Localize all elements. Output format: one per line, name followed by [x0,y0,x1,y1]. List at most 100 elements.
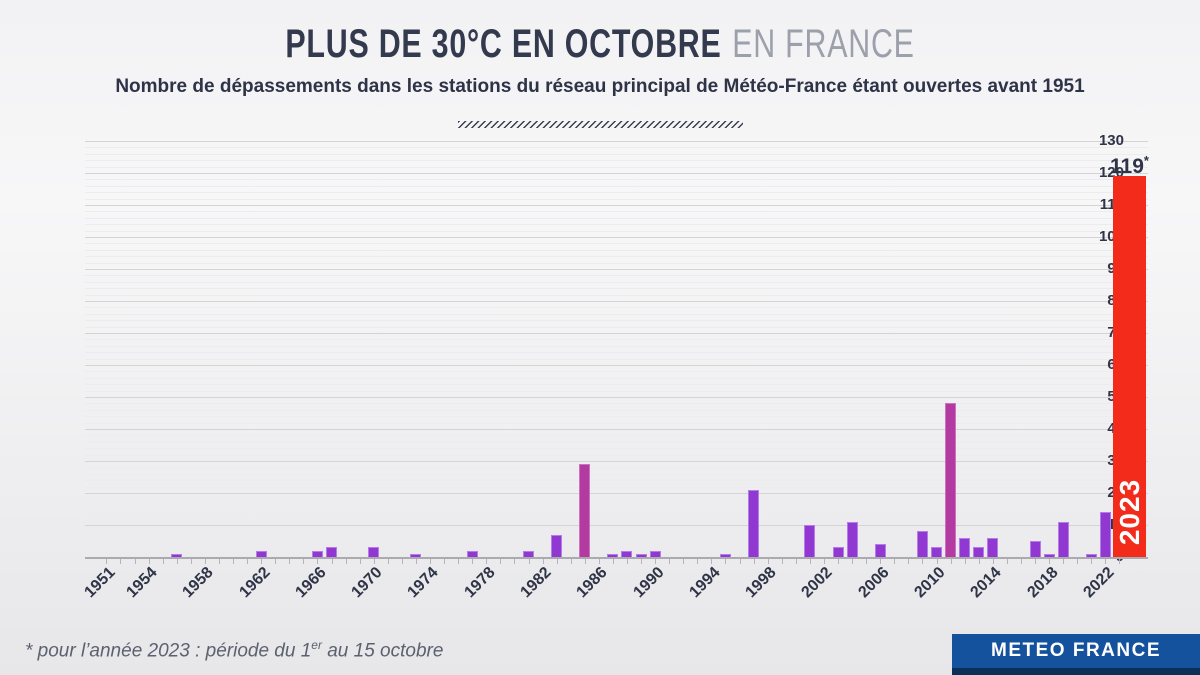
x-axis-label: 2022 [1080,564,1118,602]
grid-line-minor [85,211,1148,213]
x-axis-tick [458,559,460,564]
x-axis-tick [134,559,136,564]
grid-line-minor [85,160,1148,162]
x-axis-tick [655,559,657,564]
x-axis-label: 2018 [1023,564,1062,602]
grid-line-minor [85,179,1148,181]
x-axis-label: 1951 [81,564,119,602]
grid-line-minor [85,243,1148,245]
x-axis-label: 1966 [292,564,330,602]
bar-2011 [945,403,957,557]
grid-line-major [85,333,1148,334]
grid-line-minor [85,262,1148,264]
x-axis-tick [218,559,220,564]
grid-line-minor [85,422,1148,424]
x-axis-tick [992,559,994,564]
x-axis-tick [838,559,840,564]
grid-line-major [85,365,1148,366]
x-axis-tick [176,559,178,564]
x-axis-tick [486,559,488,564]
x-axis-tick [331,559,333,564]
bar-2018 [1043,553,1055,557]
grid-line-minor [85,390,1148,392]
x-axis-tick [303,559,305,564]
grid-line-major [85,173,1148,174]
grid-line-minor [85,281,1148,283]
grid-line-minor [85,230,1148,232]
bar-1966 [311,550,323,557]
x-axis-tick [894,559,896,564]
bar-2010 [931,547,943,557]
grid-line-minor [85,345,1148,347]
grid-line-minor [85,307,1148,309]
bar-1967 [326,547,338,557]
x-axis-tick [739,559,741,564]
x-axis-tick [261,559,263,564]
grid-line-minor [85,224,1148,226]
bar-2013 [973,547,985,557]
y-axis-label: 130 [1098,132,1124,149]
bar-2012 [959,537,971,557]
x-axis-tick [415,559,417,564]
x-axis-label: 1978 [461,564,499,602]
grid-line-minor [85,256,1148,258]
grid-line-minor [85,467,1148,469]
x-axis-label: 1998 [742,564,780,602]
x-axis-tick [697,559,699,564]
x-axis-tick [809,559,811,564]
x-axis-tick [584,559,586,564]
meteo-france-logo: METEO FRANCE [952,634,1200,668]
grid-line-major [85,429,1148,430]
decorative-hatch-ribbon [458,121,743,128]
x-axis-tick [908,559,910,564]
grid-line-major [85,205,1148,206]
title-main: PLUS DE 30°C EN OCTOBRE [285,22,722,66]
x-axis-label: 2002 [798,564,837,602]
bar-1983 [551,534,563,557]
grid-line-major [85,493,1148,494]
meteo-france-logo-text: METEO FRANCE [991,640,1161,661]
grid-line-minor [85,441,1148,443]
grid-line-major [85,237,1148,238]
bar-1988 [621,550,633,557]
x-axis-label: 1986 [573,564,611,602]
bar-2014 [987,537,999,557]
x-axis-tick [359,559,361,564]
bar-2017 [1029,541,1041,557]
grid-line-minor [85,166,1148,168]
x-axis-tick [401,559,403,564]
grid-line-minor [85,326,1148,328]
x-axis-tick [1063,559,1065,564]
x-axis-label: 1994 [686,564,724,602]
grid-line-minor [85,518,1148,520]
x-axis-tick [950,559,952,564]
footnote-text: * pour l’année 2023 : période du 1 [25,640,312,662]
x-axis-tick [626,559,628,564]
grid-line-minor [85,320,1148,322]
x-axis-label: 1954 [123,564,161,602]
bar-1977 [466,550,478,557]
x-axis-tick [866,559,868,564]
x-axis-tick [1035,559,1037,564]
x-axis-tick [823,559,825,564]
grid-line-minor [85,531,1148,533]
x-axis-tick [880,559,882,564]
x-axis-label: 2006 [855,564,893,602]
grid-line-minor [85,352,1148,354]
grid-line-major [85,525,1148,526]
x-axis-label: 1982 [517,564,555,602]
footnote-text-end: au 15 octobre [321,640,444,662]
grid-line-minor [85,249,1148,251]
x-axis-tick [556,559,558,564]
x-axis-tick [1020,559,1022,564]
bar-2021 [1085,553,1097,557]
grid-line-minor [85,371,1148,373]
x-axis-tick [1119,559,1121,564]
grid-line-minor [85,294,1148,296]
grid-line-minor [85,384,1148,386]
x-axis-tick [528,559,530,564]
bar-2006 [874,544,886,557]
x-axis-tick [1006,559,1008,564]
x-axis-tick [345,559,347,564]
x-axis-tick [964,559,966,564]
